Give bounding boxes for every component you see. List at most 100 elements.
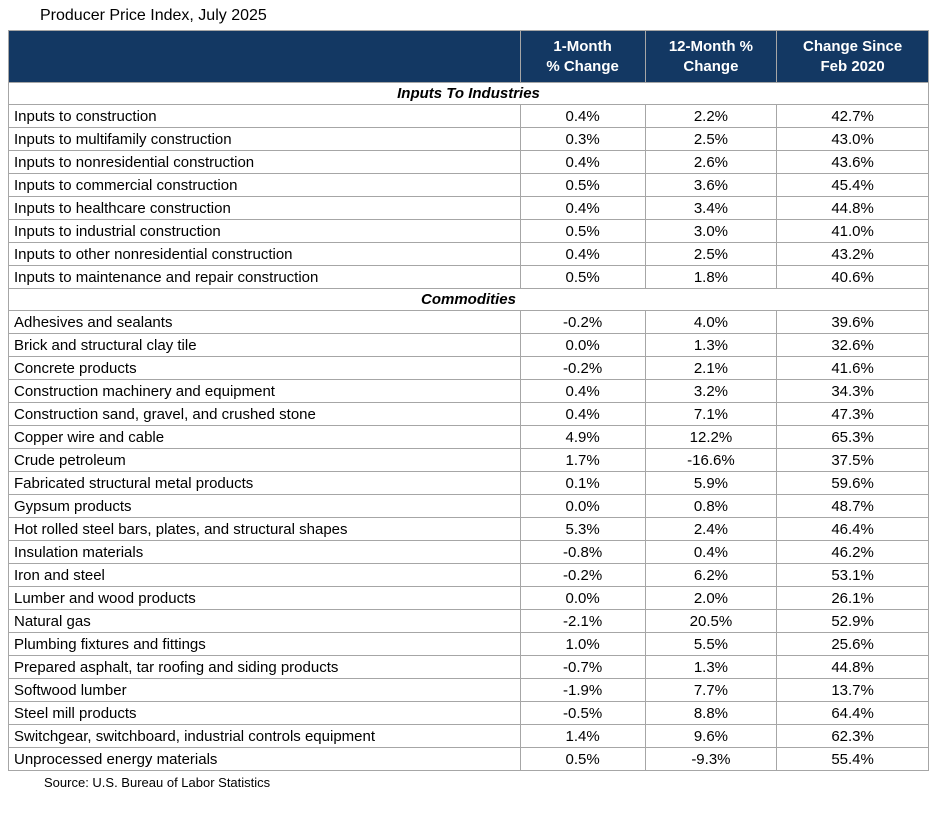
twelve-month-value-cell: 2.5% [644, 127, 778, 151]
table-row: Inputs to healthcare construction 0.4% 3… [8, 196, 929, 220]
one-month-value-cell: 5.3% [519, 517, 646, 541]
one-month-value-cell: 0.4% [519, 402, 646, 426]
one-month-value-cell: -0.7% [519, 655, 646, 679]
since-feb-2020-value-cell: 62.3% [776, 724, 929, 748]
since-feb-2020-value-cell: 39.6% [776, 310, 929, 334]
since-feb-2020-value-cell: 34.3% [776, 379, 929, 403]
since-feb-2020-value-cell: 43.0% [776, 127, 929, 151]
one-month-value-cell: 0.0% [519, 333, 646, 357]
twelve-month-value-cell: 20.5% [644, 609, 778, 633]
row-label-cell: Inputs to other nonresidential construct… [8, 242, 521, 266]
row-label-cell: Inputs to multifamily construction [8, 127, 521, 151]
section-header-row: Commodities [8, 288, 929, 311]
since-feb-2020-value-cell: 53.1% [776, 563, 929, 587]
since-feb-2020-value-cell: 42.7% [776, 104, 929, 128]
section-header-label: Commodities [8, 288, 929, 311]
since-feb-2020-value-cell: 65.3% [776, 425, 929, 449]
table-row: Inputs to maintenance and repair constru… [8, 265, 929, 289]
one-month-value-cell: 0.4% [519, 379, 646, 403]
source-note: Source: U.S. Bureau of Labor Statistics [44, 775, 271, 790]
row-label-cell: Switchgear, switchboard, industrial cont… [8, 724, 521, 748]
one-month-value-cell: -1.9% [519, 678, 646, 702]
table-row: Unprocessed energy materials 0.5% -9.3% … [8, 747, 929, 771]
since-feb-2020-value-cell: 37.5% [776, 448, 929, 472]
table-row: Steel mill products -0.5% 8.8% 64.4% [8, 701, 929, 725]
one-month-value-cell: -0.2% [519, 310, 646, 334]
since-feb-2020-value-cell: 47.3% [776, 402, 929, 426]
row-label-cell: Softwood lumber [8, 678, 521, 702]
row-label-cell: Insulation materials [8, 540, 521, 564]
twelve-month-value-cell: 2.4% [644, 517, 778, 541]
table-row: Prepared asphalt, tar roofing and siding… [8, 655, 929, 679]
table-row: Adhesives and sealants -0.2% 4.0% 39.6% [8, 310, 929, 334]
header-row: 1-Month % Change 12-Month % Change Chang… [8, 30, 929, 83]
one-month-value-cell: 0.0% [519, 494, 646, 518]
since-feb-2020-value-cell: 32.6% [776, 333, 929, 357]
table-body: Inputs To Industries Inputs to construct… [8, 82, 929, 771]
table-header: 1-Month % Change 12-Month % Change Chang… [8, 30, 929, 83]
table-row: Inputs to construction 0.4% 2.2% 42.7% [8, 104, 929, 128]
since-feb-2020-value-cell: 43.6% [776, 150, 929, 174]
row-label-cell: Natural gas [8, 609, 521, 633]
table-row: Brick and structural clay tile 0.0% 1.3%… [8, 333, 929, 357]
row-label-cell: Construction machinery and equipment [8, 379, 521, 403]
row-label-cell: Inputs to construction [8, 104, 521, 128]
column-header-12-month: 12-Month % Change [644, 30, 778, 83]
row-label-cell: Inputs to commercial construction [8, 173, 521, 197]
table-row: Concrete products -0.2% 2.1% 41.6% [8, 356, 929, 380]
since-feb-2020-value-cell: 59.6% [776, 471, 929, 495]
one-month-value-cell: -0.2% [519, 563, 646, 587]
table-row: Plumbing fixtures and fittings 1.0% 5.5%… [8, 632, 929, 656]
row-label-cell: Inputs to nonresidential construction [8, 150, 521, 174]
one-month-value-cell: 0.0% [519, 586, 646, 610]
table-row: Natural gas -2.1% 20.5% 52.9% [8, 609, 929, 633]
one-month-value-cell: 0.1% [519, 471, 646, 495]
table-row: Lumber and wood products 0.0% 2.0% 26.1% [8, 586, 929, 610]
twelve-month-value-cell: 7.7% [644, 678, 778, 702]
table-row: Copper wire and cable 4.9% 12.2% 65.3% [8, 425, 929, 449]
one-month-value-cell: 0.5% [519, 265, 646, 289]
row-label-cell: Hot rolled steel bars, plates, and struc… [8, 517, 521, 541]
table-row: Inputs to nonresidential construction 0.… [8, 150, 929, 174]
twelve-month-value-cell: 2.2% [644, 104, 778, 128]
twelve-month-value-cell: 1.3% [644, 333, 778, 357]
column-header-change-since-feb-2020: Change Since Feb 2020 [776, 30, 929, 83]
twelve-month-value-cell: 1.3% [644, 655, 778, 679]
ppi-table: 1-Month % Change 12-Month % Change Chang… [8, 30, 929, 771]
row-label-cell: Unprocessed energy materials [8, 747, 521, 771]
table-row: Inputs to commercial construction 0.5% 3… [8, 173, 929, 197]
twelve-month-value-cell: 2.6% [644, 150, 778, 174]
row-label-cell: Inputs to industrial construction [8, 219, 521, 243]
one-month-value-cell: 1.7% [519, 448, 646, 472]
row-label-cell: Fabricated structural metal products [8, 471, 521, 495]
one-month-value-cell: -0.5% [519, 701, 646, 725]
twelve-month-value-cell: 7.1% [644, 402, 778, 426]
table-row: Inputs to multifamily construction 0.3% … [8, 127, 929, 151]
row-label-cell: Plumbing fixtures and fittings [8, 632, 521, 656]
one-month-value-cell: 0.5% [519, 747, 646, 771]
since-feb-2020-value-cell: 48.7% [776, 494, 929, 518]
table-row: Inputs to industrial construction 0.5% 3… [8, 219, 929, 243]
twelve-month-value-cell: 2.0% [644, 586, 778, 610]
twelve-month-value-cell: -9.3% [644, 747, 778, 771]
section-header-label: Inputs To Industries [8, 82, 929, 105]
one-month-value-cell: -0.2% [519, 356, 646, 380]
table-row: Hot rolled steel bars, plates, and struc… [8, 517, 929, 541]
since-feb-2020-value-cell: 26.1% [776, 586, 929, 610]
table-row: Construction machinery and equipment 0.4… [8, 379, 929, 403]
since-feb-2020-value-cell: 64.4% [776, 701, 929, 725]
since-feb-2020-value-cell: 44.8% [776, 196, 929, 220]
twelve-month-value-cell: 2.1% [644, 356, 778, 380]
twelve-month-value-cell: 0.4% [644, 540, 778, 564]
twelve-month-value-cell: 6.2% [644, 563, 778, 587]
row-label-cell: Copper wire and cable [8, 425, 521, 449]
twelve-month-value-cell: 4.0% [644, 310, 778, 334]
since-feb-2020-value-cell: 46.4% [776, 517, 929, 541]
row-label-cell: Brick and structural clay tile [8, 333, 521, 357]
row-label-cell: Inputs to maintenance and repair constru… [8, 265, 521, 289]
column-header-1-month: 1-Month % Change [519, 30, 646, 83]
row-label-cell: Concrete products [8, 356, 521, 380]
one-month-value-cell: 0.4% [519, 242, 646, 266]
twelve-month-value-cell: 8.8% [644, 701, 778, 725]
